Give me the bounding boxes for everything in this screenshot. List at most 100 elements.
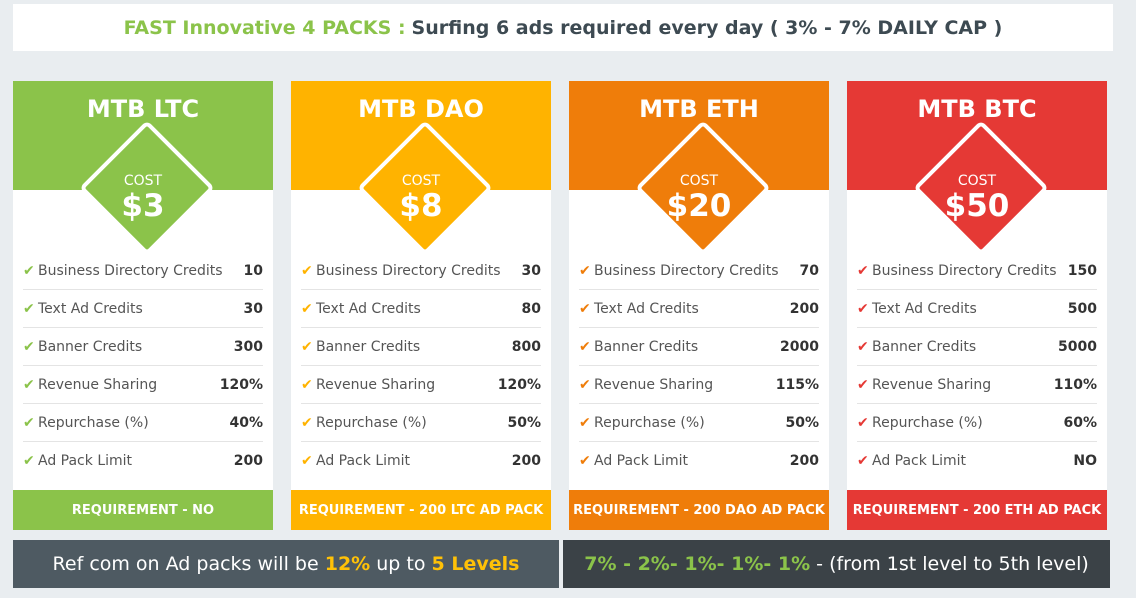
feature-label: Ad Pack Limit xyxy=(594,452,689,469)
feature-label: Ad Pack Limit xyxy=(38,452,133,469)
cost-price: $3 xyxy=(121,188,165,224)
pack-feature-row: ✔ Repurchase (%) 50% xyxy=(579,404,819,442)
feature-value: 150 xyxy=(1067,262,1097,279)
check-icon: ✔ xyxy=(23,338,35,355)
feature-label: Revenue Sharing xyxy=(872,376,992,393)
referral-prefix: Ref com on Ad packs will be xyxy=(52,553,319,575)
feature-label: Text Ad Credits xyxy=(316,300,421,317)
referral-suffix: - (from 1st level to 5th level) xyxy=(816,553,1089,575)
feature-label: Repurchase (%) xyxy=(594,414,705,431)
feature-label: Repurchase (%) xyxy=(316,414,427,431)
feature-label: Business Directory Credits xyxy=(316,262,501,279)
pack-feature-row: ✔ Revenue Sharing 110% xyxy=(857,366,1097,404)
feature-value: 60% xyxy=(1063,414,1097,431)
pack-feature-list: ✔ Business Directory Credits 70 ✔ Text A… xyxy=(579,252,819,479)
pack-feature-row: ✔ Text Ad Credits 30 xyxy=(23,290,263,328)
feature-value: 50% xyxy=(507,414,541,431)
cost-label: COST xyxy=(401,173,441,189)
pack-feature-list: ✔ Business Directory Credits 150 ✔ Text … xyxy=(857,252,1097,479)
feature-value: 70 xyxy=(799,262,819,279)
cost-block: COST $50 xyxy=(847,173,1107,223)
feature-label: Text Ad Credits xyxy=(594,300,699,317)
pack-feature-row: ✔ Ad Pack Limit NO xyxy=(857,442,1097,479)
page-header: FAST Innovative 4 PACKS : Surfing 6 ads … xyxy=(13,4,1113,51)
cost-price: $20 xyxy=(666,188,732,224)
check-icon: ✔ xyxy=(301,300,313,317)
requirement-button[interactable]: REQUIREMENT - 200 ETH AD PACK xyxy=(847,490,1107,530)
check-icon: ✔ xyxy=(23,414,35,431)
pack-feature-row: ✔ Ad Pack Limit 200 xyxy=(23,442,263,479)
requirement-button[interactable]: REQUIREMENT - NO xyxy=(13,490,273,530)
pack-feature-row: ✔ Banner Credits 300 xyxy=(23,328,263,366)
pack-feature-row: ✔ Business Directory Credits 150 xyxy=(857,252,1097,290)
cost-price: $50 xyxy=(944,188,1010,224)
check-icon: ✔ xyxy=(301,338,313,355)
referral-commission-banner: Ref com on Ad packs will be 12% up to 5 … xyxy=(13,540,559,588)
pack-feature-row: ✔ Text Ad Credits 500 xyxy=(857,290,1097,328)
check-icon: ✔ xyxy=(23,376,35,393)
feature-value: 30 xyxy=(243,300,263,317)
requirement-button[interactable]: REQUIREMENT - 200 LTC AD PACK xyxy=(291,490,551,530)
cost-block: COST $8 xyxy=(291,173,551,223)
feature-label: Business Directory Credits xyxy=(594,262,779,279)
header-highlight: FAST Innovative 4 PACKS : xyxy=(123,16,406,39)
pack-name: MTB LTC xyxy=(86,95,200,123)
check-icon: ✔ xyxy=(857,452,869,469)
feature-value: 200 xyxy=(511,452,541,469)
referral-percent: 12% xyxy=(324,553,371,575)
feature-value: 110% xyxy=(1053,376,1097,393)
feature-value: 5000 xyxy=(1058,338,1097,355)
pack-feature-row: ✔ Revenue Sharing 120% xyxy=(23,366,263,404)
feature-value: 200 xyxy=(789,452,819,469)
check-icon: ✔ xyxy=(579,414,591,431)
referral-mid: up to xyxy=(376,553,426,575)
feature-label: Revenue Sharing xyxy=(316,376,436,393)
check-icon: ✔ xyxy=(579,300,591,317)
feature-label: Ad Pack Limit xyxy=(316,452,411,469)
feature-value: 120% xyxy=(219,376,263,393)
feature-value: 10 xyxy=(243,262,263,279)
check-icon: ✔ xyxy=(857,262,869,279)
feature-value: 40% xyxy=(229,414,263,431)
feature-value: 800 xyxy=(511,338,541,355)
check-icon: ✔ xyxy=(301,414,313,431)
pack-feature-row: ✔ Repurchase (%) 50% xyxy=(301,404,541,442)
feature-value: 200 xyxy=(233,452,263,469)
check-icon: ✔ xyxy=(301,376,313,393)
pack-name: MTB DAO xyxy=(358,95,484,123)
referral-rates: 7% - 2%- 1%- 1%- 1% xyxy=(584,553,811,575)
pack-feature-row: ✔ Revenue Sharing 115% xyxy=(579,366,819,404)
requirement-button[interactable]: REQUIREMENT - 200 DAO AD PACK xyxy=(569,490,829,530)
pack-name: MTB ETH xyxy=(639,95,759,123)
feature-value: 115% xyxy=(775,376,819,393)
feature-value: 30 xyxy=(521,262,541,279)
pack-feature-row: ✔ Banner Credits 5000 xyxy=(857,328,1097,366)
pack-name: MTB BTC xyxy=(917,95,1037,123)
pack-feature-row: ✔ Business Directory Credits 70 xyxy=(579,252,819,290)
pack-feature-row: ✔ Text Ad Credits 200 xyxy=(579,290,819,328)
pack-feature-row: ✔ Text Ad Credits 80 xyxy=(301,290,541,328)
feature-value: 80 xyxy=(521,300,541,317)
feature-label: Banner Credits xyxy=(872,338,977,355)
feature-value: 2000 xyxy=(780,338,819,355)
referral-levels: 5 Levels xyxy=(431,553,520,575)
check-icon: ✔ xyxy=(857,338,869,355)
pack-card: MTB BTC COST $50 ✔ Business Directory Cr… xyxy=(847,81,1107,530)
feature-label: Revenue Sharing xyxy=(594,376,714,393)
feature-label: Business Directory Credits xyxy=(38,262,223,279)
pack-card: MTB LTC COST $3 ✔ Business Directory Cre… xyxy=(13,81,273,530)
check-icon: ✔ xyxy=(857,414,869,431)
pack-card: MTB ETH COST $20 ✔ Business Directory Cr… xyxy=(569,81,829,530)
feature-value: 50% xyxy=(785,414,819,431)
cost-label: COST xyxy=(123,173,163,189)
check-icon: ✔ xyxy=(23,452,35,469)
cost-block: COST $20 xyxy=(569,173,829,223)
check-icon: ✔ xyxy=(857,376,869,393)
feature-label: Repurchase (%) xyxy=(872,414,983,431)
cost-block: COST $3 xyxy=(13,173,273,223)
check-icon: ✔ xyxy=(857,300,869,317)
feature-value: 500 xyxy=(1067,300,1097,317)
check-icon: ✔ xyxy=(23,262,35,279)
cost-label: COST xyxy=(679,173,719,189)
header-text: Surfing 6 ads required every day ( 3% - … xyxy=(411,16,1003,39)
